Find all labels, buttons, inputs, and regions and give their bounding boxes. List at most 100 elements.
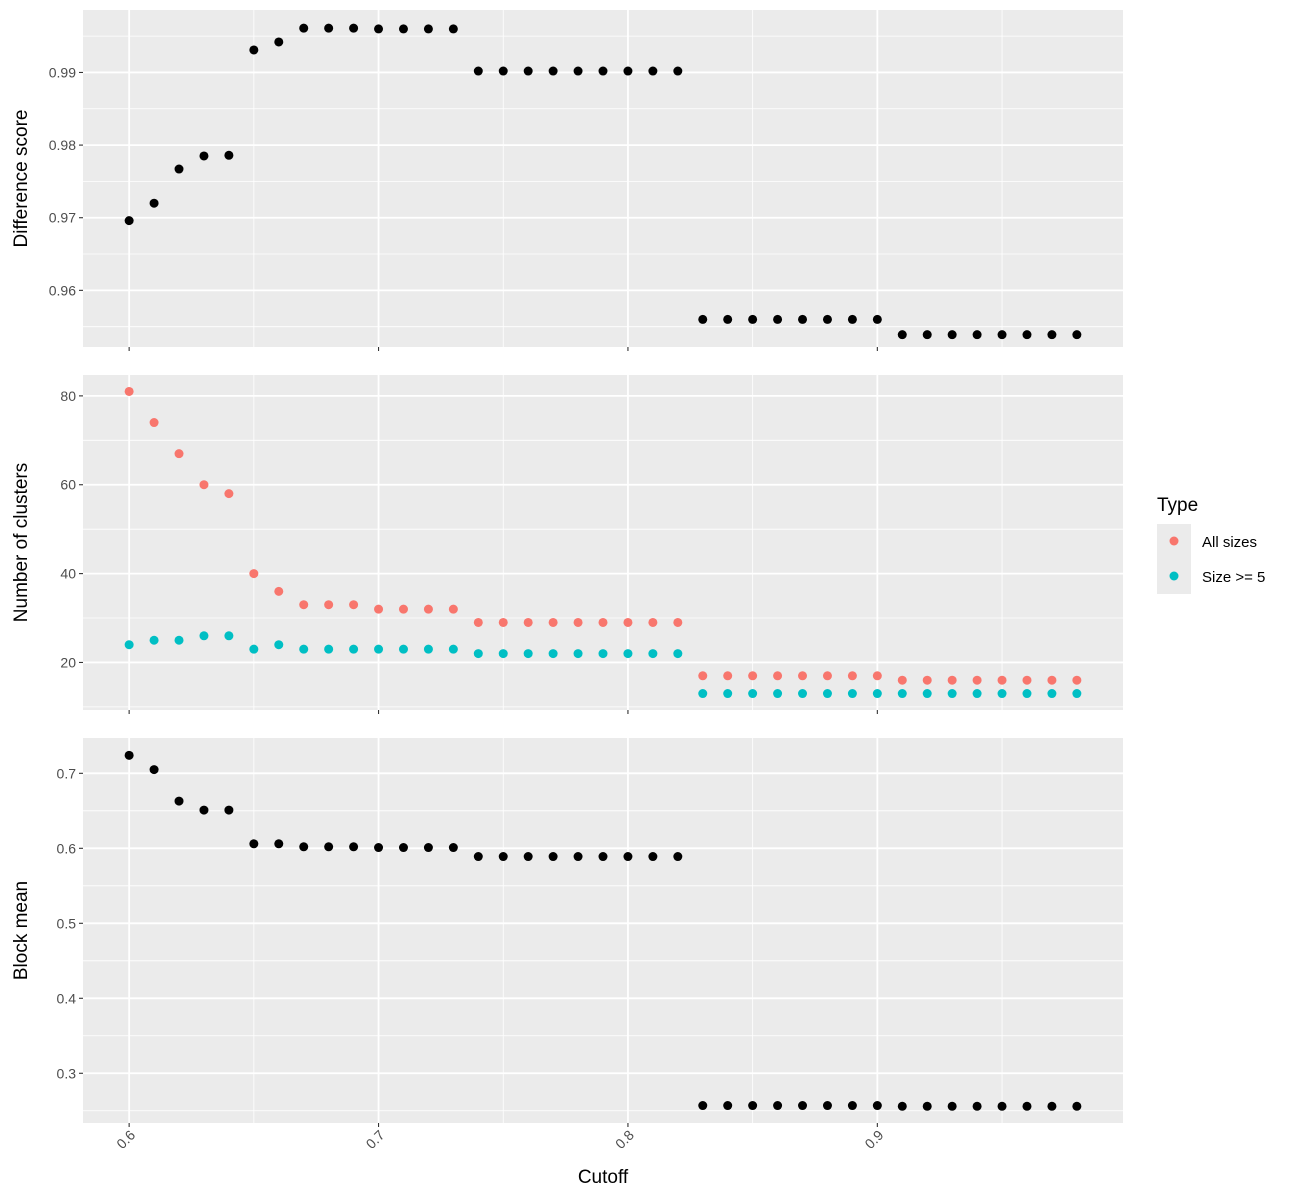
data-point	[324, 23, 334, 33]
data-point	[349, 600, 359, 610]
data-point	[1047, 689, 1057, 699]
data-point	[124, 216, 134, 226]
y-axis-title: Number of clusters	[11, 463, 32, 622]
data-point	[922, 675, 932, 685]
data-point	[498, 852, 508, 862]
panel-3: 0.3 0.4 0.5 0.6 0.7 Block mean	[11, 738, 1123, 1127]
panels: 0.96 0.97 0.98 0.99 Difference score 20 40 60 80…	[11, 10, 1123, 1152]
data-point	[199, 631, 209, 641]
data-point	[473, 617, 483, 627]
data-point	[124, 640, 134, 650]
data-point	[324, 644, 334, 654]
data-point	[473, 852, 483, 862]
data-point	[872, 671, 882, 681]
data-point	[573, 617, 583, 627]
x-axis-title: Cutoff	[578, 1167, 629, 1188]
data-point	[523, 649, 533, 659]
data-point	[648, 66, 658, 76]
data-point	[473, 66, 483, 76]
data-point	[274, 37, 284, 47]
legend: Type All sizes Size >= 5	[1157, 495, 1265, 594]
y-tick-label: 40	[60, 566, 76, 582]
data-point	[124, 386, 134, 396]
data-point	[972, 675, 982, 685]
data-point	[773, 1101, 783, 1111]
data-point	[648, 617, 658, 627]
data-point	[548, 649, 558, 659]
data-point	[997, 689, 1007, 699]
data-point	[723, 671, 733, 681]
y-tick-label: 60	[60, 477, 76, 493]
data-point	[299, 644, 309, 654]
data-point	[398, 604, 408, 614]
data-point	[324, 842, 334, 852]
data-point	[648, 852, 658, 862]
data-point	[224, 489, 234, 499]
data-point	[174, 635, 184, 645]
data-point	[847, 314, 857, 324]
data-point	[548, 617, 558, 627]
data-point	[1072, 1101, 1082, 1111]
y-tick-label: 0.4	[57, 990, 77, 1006]
data-point	[947, 330, 957, 340]
data-point	[872, 689, 882, 699]
data-point	[897, 330, 907, 340]
legend-key	[1169, 536, 1179, 546]
data-point	[374, 604, 384, 614]
data-point	[1047, 1101, 1057, 1111]
data-point	[897, 675, 907, 685]
data-point	[149, 765, 159, 775]
y-tick-label: 0.96	[49, 282, 76, 298]
data-point	[598, 852, 608, 862]
data-point	[897, 689, 907, 699]
data-point	[922, 689, 932, 699]
y-tick-label: 0.3	[57, 1065, 77, 1081]
data-point	[798, 689, 808, 699]
data-point	[249, 45, 259, 55]
data-point	[249, 644, 259, 654]
data-point	[947, 689, 957, 699]
panel-1: 0.96 0.97 0.98 0.99 Difference score	[11, 10, 1123, 351]
data-point	[648, 649, 658, 659]
data-point	[1022, 675, 1032, 685]
data-point	[847, 1101, 857, 1111]
data-point	[174, 164, 184, 174]
data-point	[748, 314, 758, 324]
data-point	[498, 66, 508, 76]
data-point	[773, 314, 783, 324]
data-point	[723, 1101, 733, 1111]
data-point	[698, 314, 708, 324]
data-point	[274, 640, 284, 650]
data-point	[773, 689, 783, 699]
data-point	[872, 314, 882, 324]
data-point	[349, 842, 359, 852]
data-point	[623, 649, 633, 659]
data-point	[997, 675, 1007, 685]
data-point	[473, 649, 483, 659]
data-point	[374, 843, 384, 853]
data-point	[1072, 689, 1082, 699]
y-tick-label: 20	[60, 654, 76, 670]
data-point	[822, 671, 832, 681]
data-point	[423, 604, 433, 614]
y-tick-label: 0.5	[57, 915, 77, 931]
data-point	[274, 839, 284, 849]
data-point	[972, 1101, 982, 1111]
data-point	[174, 796, 184, 806]
data-point	[748, 689, 758, 699]
data-point	[398, 644, 408, 654]
y-axis-title: Difference score	[11, 110, 32, 248]
data-point	[224, 150, 234, 160]
data-point	[1022, 1101, 1032, 1111]
data-point	[448, 24, 458, 34]
data-point	[523, 617, 533, 627]
legend-key-background	[1157, 524, 1191, 594]
data-point	[1022, 689, 1032, 699]
data-point	[922, 1101, 932, 1111]
data-point	[723, 314, 733, 324]
data-point	[423, 644, 433, 654]
data-point	[1047, 675, 1057, 685]
data-point	[673, 66, 683, 76]
data-point	[349, 644, 359, 654]
